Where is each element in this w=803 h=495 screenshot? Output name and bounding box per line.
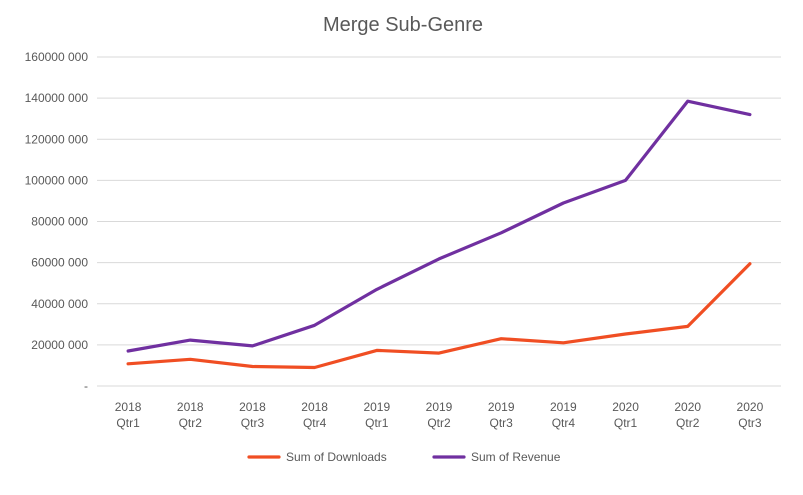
y-tick-label: 140000 000	[25, 91, 89, 105]
x-axis-tick-labels: 2018 Qtr1 2018 Qtr2 2018 Qtr3 2018 Qtr4 2019 Qtr1…	[115, 400, 764, 430]
x-tick-label: 2018 Qtr4	[301, 400, 328, 430]
legend: Sum of Downloads Sum of Revenue	[247, 450, 561, 464]
x-tick-label: 2020 Qtr3	[737, 400, 764, 430]
series-line-downloads	[126, 262, 752, 370]
y-tick-label: 40000 000	[31, 297, 88, 311]
x-tick-label: 2019 Qtr3	[488, 400, 515, 430]
y-tick-label: 20000 000	[31, 338, 88, 352]
legend-label: Sum of Downloads	[286, 450, 387, 464]
series-line-revenue	[126, 99, 752, 353]
chart-title: Merge Sub-Genre	[323, 14, 483, 36]
x-tick-label: 2018 Qtr1	[115, 400, 142, 430]
series-lines	[126, 99, 752, 370]
x-tick-label: 2019 Qtr4	[550, 400, 577, 430]
y-tick-label: 100000 000	[25, 173, 89, 187]
x-tick-label: 2018 Qtr2	[177, 400, 204, 430]
y-tick-label: 60000 000	[31, 256, 88, 270]
x-tick-label: 2019 Qtr1	[363, 400, 390, 430]
y-tick-label: 120000 000	[25, 132, 89, 146]
gridlines	[97, 56, 781, 387]
x-tick-label: 2019 Qtr2	[426, 400, 453, 430]
y-tick-label: 160000 000	[25, 50, 89, 64]
x-tick-label: 2020 Qtr1	[612, 400, 639, 430]
x-tick-label: 2020 Qtr2	[674, 400, 701, 430]
y-tick-label: -	[84, 379, 88, 393]
x-tick-label: 2018 Qtr3	[239, 400, 266, 430]
legend-label: Sum of Revenue	[471, 450, 561, 464]
y-tick-label: 80000 000	[31, 215, 88, 229]
y-axis-tick-labels: - 20000 000 40000 000 60000 000 80000 000 100…	[25, 50, 89, 393]
